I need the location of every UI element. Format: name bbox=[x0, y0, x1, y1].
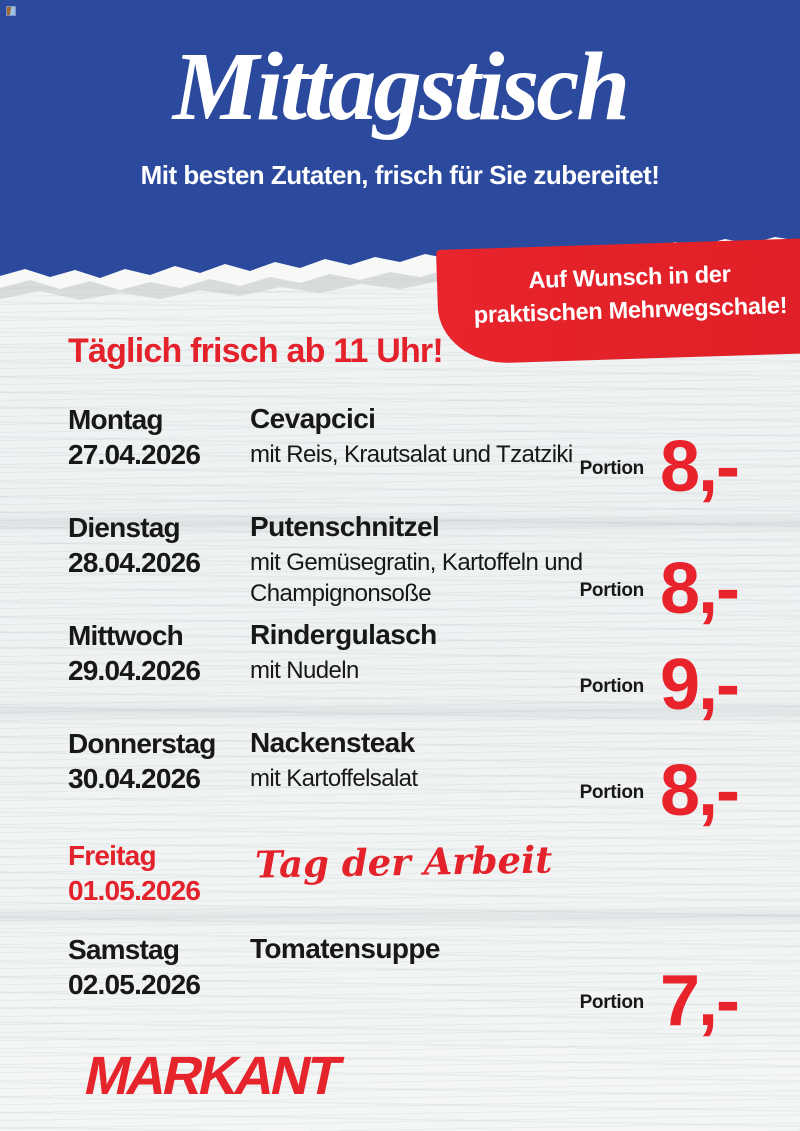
price-value: 8,- bbox=[659, 751, 740, 831]
menu-row-samstag: Samstag 02.05.2026 Tomatensuppe Portion … bbox=[68, 932, 740, 1050]
price-block: Portion 8,- bbox=[579, 549, 740, 629]
date-label: 01.05.2026 bbox=[68, 875, 201, 906]
day-date: Samstag 02.05.2026 bbox=[68, 932, 248, 1002]
price-value: 8,- bbox=[659, 427, 740, 507]
dish-name: Tomatensuppe bbox=[250, 933, 440, 964]
portion-label: Portion bbox=[579, 992, 645, 1013]
dish-name: Cevapcici bbox=[250, 403, 376, 434]
dish-description: mit Gemüsegratin, Kartoffeln und Champig… bbox=[250, 549, 583, 607]
markant-logo: MARKANT bbox=[79, 1046, 345, 1106]
date-label: 30.04.2026 bbox=[68, 763, 201, 794]
portion-label: Portion bbox=[579, 458, 645, 479]
price-value: 8,- bbox=[659, 549, 740, 629]
price-value: 9,- bbox=[659, 645, 740, 725]
dish-info: Rindergulasch mit Nudeln bbox=[250, 618, 595, 686]
menu-row-donnerstag: Donnerstag 30.04.2026 Nackensteak mit Ka… bbox=[68, 726, 740, 834]
reusable-bowl-badge: Auf Wunsch in der praktischen Mehrwegsch… bbox=[436, 237, 800, 365]
page-title: Mittagstisch bbox=[172, 33, 631, 140]
day-date: Freitag 01.05.2026 bbox=[68, 838, 248, 908]
portion-label: Portion bbox=[579, 676, 645, 697]
holiday-note: Tag der Arbeit bbox=[254, 837, 553, 887]
daily-fresh-headline: Täglich frisch ab 11 Uhr! bbox=[68, 332, 444, 370]
price-value: 7,- bbox=[659, 961, 740, 1041]
menu-row-mittwoch: Mittwoch 29.04.2026 Rindergulasch mit Nu… bbox=[68, 618, 740, 726]
day-date: Mittwoch 29.04.2026 bbox=[68, 618, 248, 688]
dish-description: mit Kartoffelsalat bbox=[250, 765, 418, 792]
dish-info: Nackensteak mit Kartoffelsalat bbox=[250, 726, 595, 794]
day-date: Montag 27.04.2026 bbox=[68, 402, 248, 472]
portion-label: Portion bbox=[579, 580, 645, 601]
date-label: 28.04.2026 bbox=[68, 547, 201, 578]
price-block: Portion 8,- bbox=[579, 427, 740, 507]
dish-description: mit Nudeln bbox=[250, 657, 359, 684]
badge-text: Auf Wunsch in der praktischen Mehrwegsch… bbox=[473, 260, 788, 328]
date-label: 02.05.2026 bbox=[68, 969, 201, 1000]
portion-label: Portion bbox=[579, 782, 645, 803]
menu-row-montag: Montag 27.04.2026 Cevapcici mit Reis, Kr… bbox=[68, 402, 740, 510]
day-label: Dienstag bbox=[68, 512, 181, 543]
torn-paper-header bbox=[0, 0, 800, 300]
day-label: Donnerstag bbox=[68, 728, 216, 759]
menu-row-freitag: Freitag 01.05.2026 Tag der Arbeit bbox=[68, 837, 738, 932]
day-date: Dienstag 28.04.2026 bbox=[68, 510, 248, 580]
dish-description: mit Reis, Krautsalat und Tzatziki bbox=[250, 441, 573, 468]
day-label: Samstag bbox=[68, 934, 180, 965]
day-date: Donnerstag 30.04.2026 bbox=[68, 726, 248, 796]
day-label: Mittwoch bbox=[68, 620, 184, 651]
date-label: 27.04.2026 bbox=[68, 439, 201, 470]
dish-info: Cevapcici mit Reis, Krautsalat und Tzatz… bbox=[250, 402, 595, 470]
broken-image-artifact bbox=[6, 6, 16, 16]
price-block: Portion 7,- bbox=[579, 961, 740, 1041]
price-block: Portion 8,- bbox=[579, 751, 740, 831]
dish-name: Putenschnitzel bbox=[250, 511, 440, 542]
page-subtitle: Mit besten Zutaten, frisch für Sie zuber… bbox=[140, 160, 660, 190]
day-label: Freitag bbox=[68, 840, 157, 871]
dish-name: Rindergulasch bbox=[250, 619, 437, 650]
dish-name: Nackensteak bbox=[250, 727, 415, 758]
day-label: Montag bbox=[68, 404, 164, 435]
price-block: Portion 9,- bbox=[579, 645, 740, 725]
menu-row-dienstag: Dienstag 28.04.2026 Putenschnitzel mit G… bbox=[68, 510, 740, 629]
date-label: 29.04.2026 bbox=[68, 655, 201, 686]
dish-info: Tomatensuppe bbox=[250, 932, 595, 966]
dish-info: Putenschnitzel mit Gemüsegratin, Kartoff… bbox=[250, 510, 595, 609]
